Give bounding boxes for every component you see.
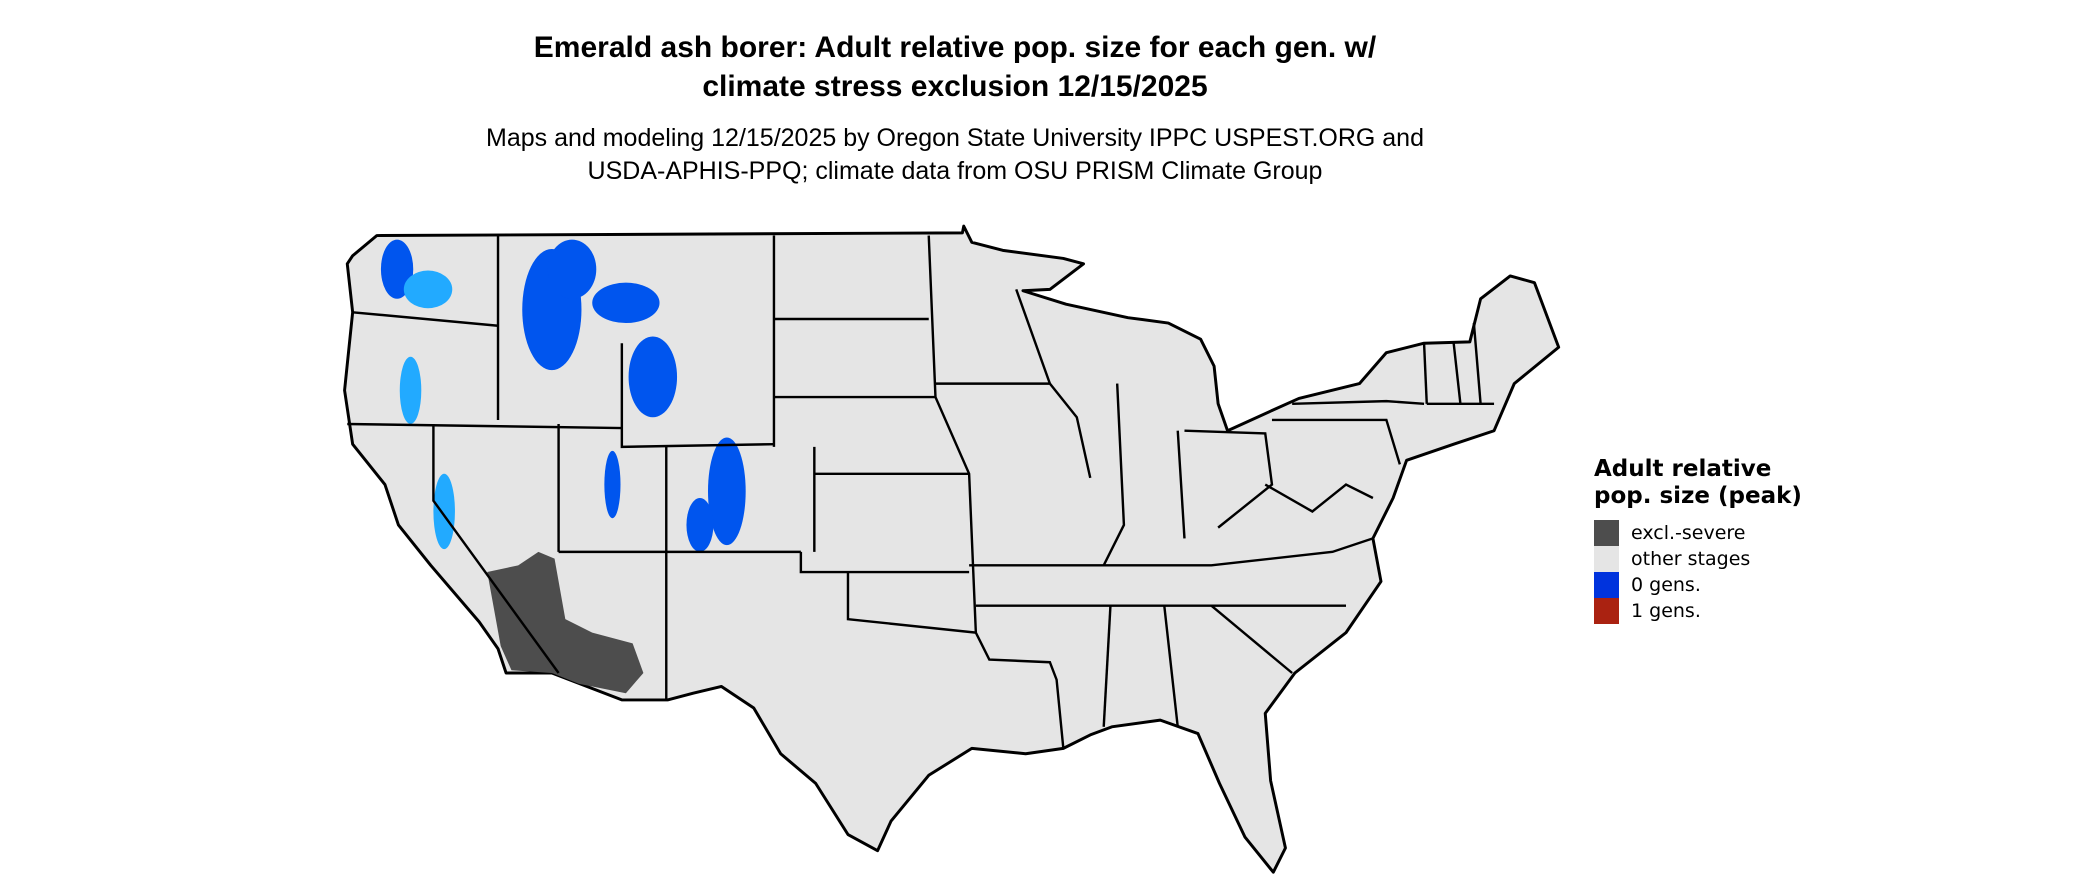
legend-item: other stages <box>1594 546 1814 572</box>
legend-swatch <box>1594 546 1619 572</box>
map-title: Emerald ash borer: Adult relative pop. s… <box>0 28 1910 106</box>
title-line-2: climate stress exclusion 12/15/2025 <box>702 70 1208 103</box>
legend-label: 0 gens. <box>1631 574 1701 596</box>
legend-swatch <box>1594 572 1619 598</box>
legend-label: 1 gens. <box>1631 600 1701 622</box>
excluded-severe-area <box>487 551 644 694</box>
legend-item: 1 gens. <box>1594 598 1814 624</box>
subtitle-line-1: Maps and modeling 12/15/2025 by Oregon S… <box>486 124 1424 152</box>
subtitle-line-2: USDA-APHIS-PPQ; climate data from OSU PR… <box>587 157 1323 185</box>
legend-items: excl.-severe other stages 0 gens. 1 gens. <box>1594 520 1814 624</box>
title-line-1: Emerald ash borer: Adult relative pop. s… <box>533 31 1377 64</box>
legend-item: 0 gens. <box>1594 572 1814 598</box>
legend-item: excl.-severe <box>1594 520 1814 546</box>
state-borders <box>347 235 1495 749</box>
legend-swatch <box>1594 598 1619 624</box>
legend-title: Adult relative pop. size (peak) <box>1594 456 1802 509</box>
zero-gens-areas <box>380 239 746 552</box>
legend-swatch <box>1594 520 1619 546</box>
map-subtitle: Maps and modeling 12/15/2025 by Oregon S… <box>0 122 1910 188</box>
legend-label: excl.-severe <box>1631 522 1746 544</box>
legend: Adult relative pop. size (peak) excl.-se… <box>1594 456 1814 624</box>
legend-label: other stages <box>1631 548 1751 570</box>
